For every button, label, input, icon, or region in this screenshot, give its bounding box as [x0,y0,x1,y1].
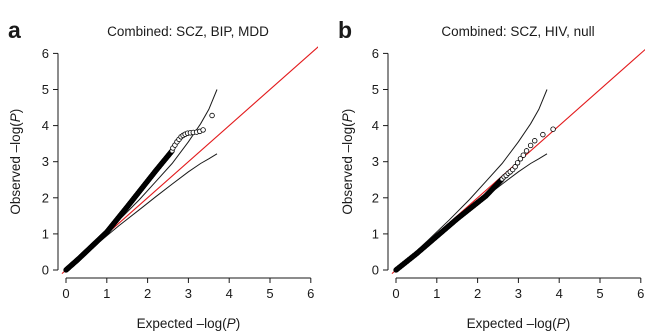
data-point [520,152,526,158]
x-tick-label: 0 [62,286,69,301]
data-point [540,131,546,138]
y-tick-label: 5 [372,82,379,97]
x-tick-label: 3 [185,286,192,301]
y-tick-label: 5 [42,82,49,97]
panel-letter-b: b [338,17,352,43]
data-point [527,142,534,149]
x-tick-label: 2 [474,286,481,301]
y-tick-label: 1 [42,226,49,241]
y-axis-title: Observed –log(P) [340,109,355,215]
panel-letter-a: a [8,17,21,43]
panel-title-a: Combined: SCZ, BIP, MDD [107,24,269,39]
data-point [209,112,215,119]
confidence-band-upper [65,89,218,271]
y-tick-label: 3 [372,154,379,169]
x-tick-label: 6 [637,286,644,301]
x-tick-label: 1 [433,286,440,301]
y-tick-label: 4 [372,118,379,133]
y-tick-label: 1 [372,226,379,241]
y-tick-label: 2 [42,190,49,205]
x-axis-title: Expected –log(P) [467,316,571,331]
x-tick-label: 0 [392,286,399,301]
x-tick-label: 1 [103,286,110,301]
x-tick-label: 5 [266,286,273,301]
x-tick-label: 4 [226,286,233,301]
panel-title-b: Combined: SCZ, HIV, null [441,24,594,39]
confidence-band-upper [395,89,548,271]
x-axis-title: Expected –log(P) [137,316,241,331]
y-tick-label: 3 [42,154,49,169]
y-tick-label: 0 [42,263,49,278]
data-point [523,148,530,154]
y-axis-title: Observed –log(P) [8,109,23,215]
y-tick-label: 2 [372,190,379,205]
data-point [512,164,518,170]
y-tick-label: 4 [42,118,49,133]
data-point [514,160,521,166]
x-tick-label: 5 [596,286,603,301]
data-point [200,127,206,133]
y-tick-label: 6 [372,46,379,61]
data-point [532,138,538,144]
x-tick-label: 4 [556,286,563,301]
y-tick-label: 6 [42,46,49,61]
data-point [517,156,524,162]
x-tick-label: 3 [515,286,522,301]
x-tick-label: 2 [144,286,151,301]
panel-a: a Combined: SCZ, BIP, MDD 0 1 2 3 4 5 6 0 1 2 3 4 5 6… [8,17,318,331]
x-tick-label: 6 [307,286,314,301]
panel-b: b Combined: SCZ, HIV, null 0 1 2 3 4 5 6 0 1 2 3 4 5… [338,17,645,331]
data-point [550,126,556,132]
y-tick-label: 0 [372,263,379,278]
